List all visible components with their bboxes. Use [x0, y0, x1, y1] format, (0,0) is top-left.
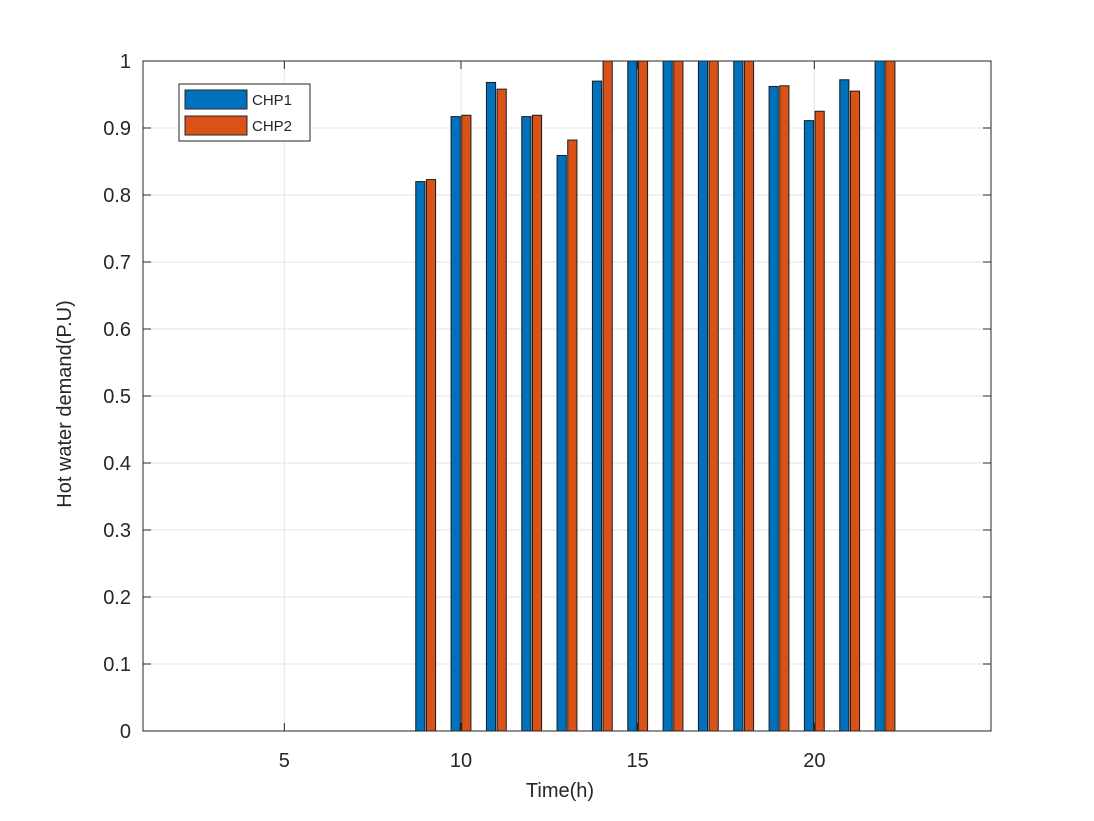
- bar-chp1: [450, 116, 461, 732]
- legend-swatch-chp2: [184, 115, 248, 136]
- bar-chp1: [662, 60, 673, 732]
- bar-chp2: [814, 110, 825, 732]
- bar-chp2: [637, 60, 649, 732]
- x-tick-label: 15: [627, 750, 649, 772]
- bar-chp1: [556, 154, 567, 732]
- bar-chp1: [627, 60, 638, 732]
- y-tick-label: 0.1: [103, 654, 131, 676]
- y-axis-ticks: 0 0.1 0.2 0.3 0.4 0.5 0.6 0.7 0.8 0.9 1: [103, 51, 991, 743]
- x-tick-label: 5: [279, 750, 290, 772]
- y-axis-label: Hot water demand(P.U): [54, 300, 76, 508]
- bar-chp2: [779, 85, 790, 732]
- bar-chp2: [708, 60, 719, 732]
- bar-chp1: [697, 60, 709, 732]
- bar-chp2: [425, 179, 437, 732]
- bar-chp1: [591, 80, 603, 732]
- legend-label-chp2: CHP2: [252, 118, 292, 135]
- bar-chp1: [485, 81, 497, 732]
- legend-swatch-chp1: [184, 89, 248, 110]
- bar-chp1: [803, 120, 815, 732]
- bar-chp1: [733, 60, 744, 732]
- y-tick-label: 0.9: [103, 118, 131, 140]
- bar-chp1: [521, 116, 532, 732]
- y-tick-label: 0.5: [103, 386, 131, 408]
- x-axis-label: Time(h): [526, 780, 594, 802]
- bar-chp2: [496, 88, 507, 732]
- x-axis-ticks: 5 10 15 20: [279, 61, 825, 772]
- bar-chp2: [743, 60, 755, 732]
- bar-chp1: [768, 85, 779, 732]
- bar-chp2: [673, 60, 684, 732]
- y-tick-label: 0.7: [103, 252, 131, 274]
- y-tick-label: 0.3: [103, 520, 131, 542]
- bar-chp2: [567, 139, 578, 732]
- y-tick-label: 0: [120, 721, 131, 743]
- bar-chp2: [885, 60, 896, 732]
- bar-chp1: [839, 79, 850, 732]
- y-tick-label: 1: [120, 51, 131, 73]
- bar-chp1: [874, 60, 885, 732]
- x-tick-label: 10: [450, 750, 472, 772]
- y-tick-label: 0.8: [103, 185, 131, 207]
- y-tick-label: 0.2: [103, 587, 131, 609]
- legend: CHP1 CHP2: [178, 83, 311, 142]
- y-tick-label: 0.6: [103, 319, 131, 341]
- x-tick-label: 20: [803, 750, 825, 772]
- bar-chp1: [415, 181, 426, 732]
- bar-chp2: [602, 60, 613, 732]
- bar-chp2: [531, 114, 543, 732]
- bar-chp2: [849, 90, 861, 732]
- legend-label-chp1: CHP1: [252, 92, 292, 109]
- bar-chp2: [461, 114, 472, 732]
- y-tick-label: 0.4: [103, 453, 131, 475]
